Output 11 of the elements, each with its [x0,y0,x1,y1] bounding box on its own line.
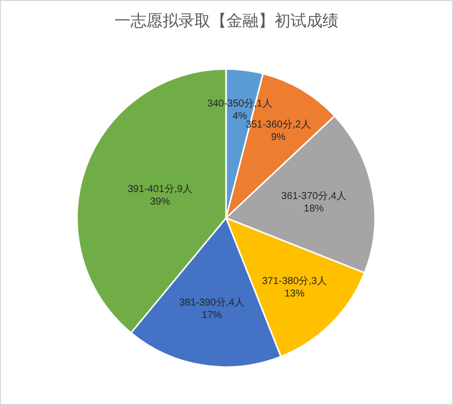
data-label: 39% [150,196,170,208]
slice-label: 391-401分,9人 [128,183,193,196]
data-label: 13% [284,288,305,300]
slice-label: 361-370分,4人 [281,190,346,202]
slice-label: 371-380分,3人 [262,275,328,288]
data-label: 17% [202,310,222,322]
data-label: 18% [304,204,324,214]
chart-title: 一志愿拟录取【金融】初试成绩 [114,12,338,30]
data-label: 4% [232,110,248,122]
slice-label: 381-390分,4人 [179,296,244,309]
data-label: 9% [271,132,286,143]
